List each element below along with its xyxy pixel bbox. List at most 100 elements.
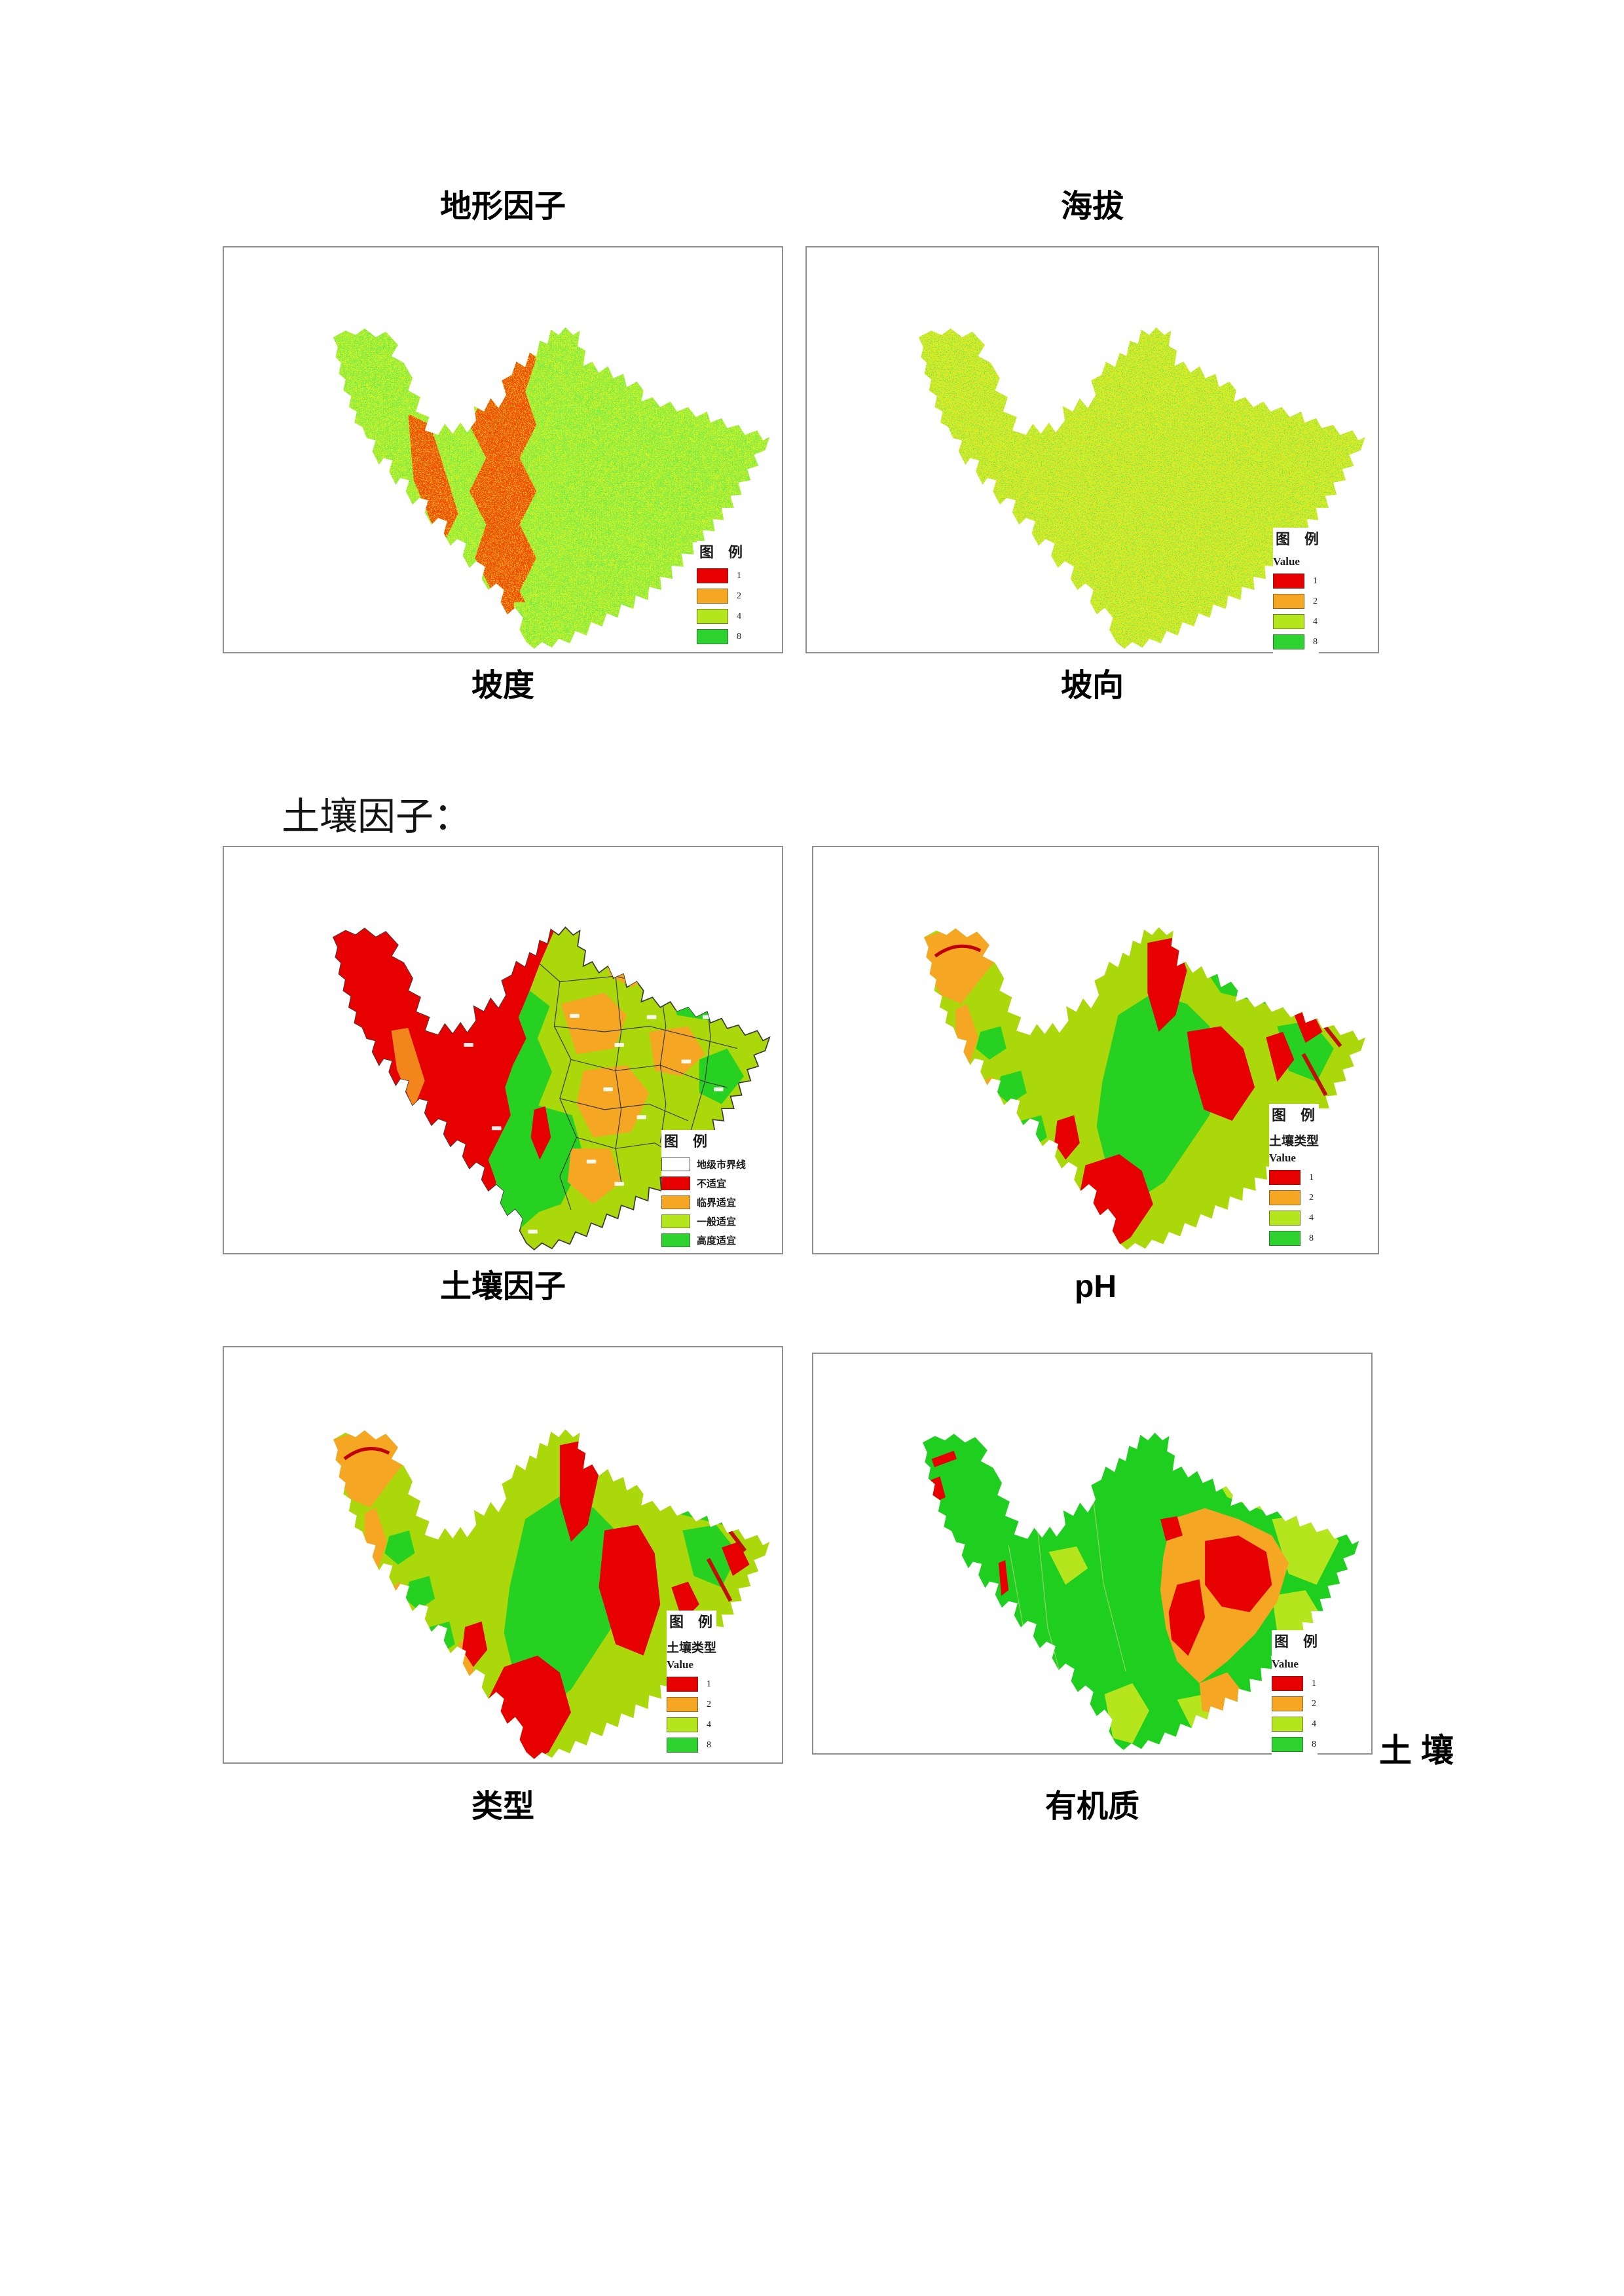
trailing-soil-text: 土 壤	[1379, 1732, 1454, 1769]
legend-item-label: 2	[737, 591, 741, 601]
legend-item-label: 4	[1309, 1212, 1314, 1223]
legend-swatch-red	[1272, 1676, 1303, 1691]
legend-swatch-yellowgreen	[661, 1214, 690, 1228]
legend-subtitle: 土壤类型	[1269, 1135, 1320, 1148]
legend-item: 2	[1269, 1190, 1319, 1205]
legend-item-label: 1	[737, 570, 741, 581]
legend-value-label: Value	[1272, 1658, 1299, 1670]
ph-caption: pH	[1075, 1269, 1116, 1304]
aspect-map-legend: 图 例 Value 1 2 4 8	[1273, 528, 1320, 655]
legend-item: 2	[1272, 1696, 1318, 1711]
legend-item-label: 2	[707, 1699, 711, 1709]
legend-swatch-yellowgreen	[1273, 614, 1304, 629]
legend-item: 1	[1269, 1170, 1319, 1185]
organic-map-canvas	[922, 1432, 1359, 1750]
legend-swatch-red	[697, 568, 728, 583]
aspect-map-canvas	[918, 327, 1365, 649]
slope-map-legend: 图 例 1 2 4 8	[697, 541, 743, 649]
legend-item: 地级市界线	[661, 1157, 746, 1171]
organic-map-legend: 图 例 Value 1 2 4 8	[1272, 1630, 1318, 1757]
legend-title: 图 例	[669, 1614, 713, 1630]
legend-item-label: 1	[1313, 575, 1318, 586]
legend-value-label: Value	[667, 1658, 693, 1671]
legend-swatch-green	[1269, 1231, 1301, 1246]
legend-swatch-yellowgreen	[1272, 1717, 1303, 1732]
legend-item-label: 高度适宜	[697, 1236, 737, 1247]
legend-item-label: 8	[1313, 636, 1318, 647]
legend-swatch-red	[667, 1677, 698, 1692]
legend-item-label: 8	[1312, 1739, 1316, 1749]
ph-map-legend: 图 例土壤类型 Value 1 2 4 8	[1269, 1104, 1320, 1251]
legend-item-label: 1	[707, 1679, 711, 1689]
legend-title: 图 例	[1274, 1633, 1318, 1650]
ph-map-figure: 图 例土壤类型 Value 1 2 4 8	[812, 846, 1379, 1254]
legend-swatch-green	[661, 1233, 690, 1247]
legend-swatch-yellowgreen	[1269, 1211, 1301, 1226]
legend-item-label: 2	[1313, 596, 1318, 606]
legend-item: 8	[1273, 634, 1319, 649]
slope-caption: 坡度	[471, 668, 534, 703]
legend-item-label: 一般适宜	[697, 1217, 737, 1228]
legend-item-label: 8	[737, 631, 741, 642]
legend-swatch-yellowgreen	[697, 609, 728, 624]
legend-item: 4	[1273, 614, 1319, 629]
elevation-title: 海拔	[1060, 189, 1124, 224]
legend-item: 1	[1273, 574, 1319, 589]
legend-swatch-green	[667, 1738, 698, 1753]
legend-item-label: 4	[1313, 616, 1318, 627]
legend-title: 图 例	[699, 544, 743, 560]
soil-factor-caption: 土壤因子	[439, 1269, 566, 1304]
legend-item-label: 4	[737, 611, 741, 621]
legend-item-label: 1	[1309, 1172, 1314, 1182]
legend-title: 图 例	[1276, 531, 1320, 547]
legend-swatch-orange	[697, 589, 728, 604]
aspect-map-figure: 图 例 Value 1 2 4 8	[805, 246, 1379, 655]
legend-item: 2	[667, 1697, 716, 1712]
legend-item-label: 8	[1309, 1233, 1314, 1243]
legend-value-label: Value	[1269, 1152, 1296, 1164]
legend-item: 1	[667, 1677, 716, 1692]
legend-item: 2	[1273, 594, 1319, 609]
soil-section-heading: 土壤因子：	[282, 795, 472, 838]
legend-item: 临界适宜	[661, 1195, 746, 1209]
legend-item: 1	[1272, 1676, 1318, 1691]
legend-item-label: 1	[1312, 1678, 1316, 1688]
legend-item: 8	[1269, 1231, 1319, 1246]
organic-caption: 有机质	[1044, 1789, 1139, 1824]
legend-item: 不适宜	[661, 1176, 746, 1190]
type-map-canvas	[333, 1429, 770, 1759]
legend-swatch-orange	[667, 1697, 698, 1712]
soil-factor-map-figure: 图 例地级市界线不适宜临界适宜一般适宜高度适宜	[223, 846, 783, 1254]
legend-swatch-red	[1273, 574, 1304, 589]
legend-swatch-orange	[1272, 1696, 1303, 1711]
legend-item: 8	[667, 1738, 716, 1753]
legend-item-label: 8	[707, 1740, 711, 1750]
legend-swatch-green	[697, 629, 728, 644]
legend-swatch-orange	[1273, 594, 1304, 609]
slope-map-figure: 图 例 1 2 4 8	[223, 246, 783, 653]
legend-item: 8	[1272, 1737, 1318, 1752]
legend-item: 1	[697, 568, 743, 583]
legend-item-label: 2	[1312, 1698, 1316, 1709]
ph-map-canvas	[923, 927, 1366, 1250]
legend-item: 2	[697, 589, 743, 604]
type-caption: 类型	[471, 1789, 534, 1824]
legend-item: 4	[1272, 1717, 1318, 1732]
legend-item-label: 4	[707, 1719, 711, 1730]
legend-item-label: 4	[1312, 1719, 1316, 1729]
aspect-caption: 坡向	[1060, 668, 1124, 703]
legend-swatch-red	[661, 1176, 690, 1190]
legend-title: 图 例	[664, 1133, 708, 1150]
legend-item-label: 2	[1309, 1192, 1314, 1203]
legend-subtitle: 土壤类型	[667, 1641, 717, 1655]
legend-item-label: 不适宜	[697, 1179, 727, 1190]
soil-factor-map-legend: 图 例地级市界线不适宜临界适宜一般适宜高度适宜	[661, 1130, 747, 1252]
legend-swatch-orange	[1269, 1190, 1301, 1205]
legend-item: 4	[697, 609, 743, 624]
legend-title: 图 例	[1272, 1107, 1316, 1123]
slope-map-canvas	[333, 327, 770, 649]
legend-item: 一般适宜	[661, 1214, 746, 1228]
type-map-legend: 图 例土壤类型 Value 1 2 4 8	[667, 1611, 717, 1758]
terrain-factor-title: 地形因子	[439, 189, 566, 224]
